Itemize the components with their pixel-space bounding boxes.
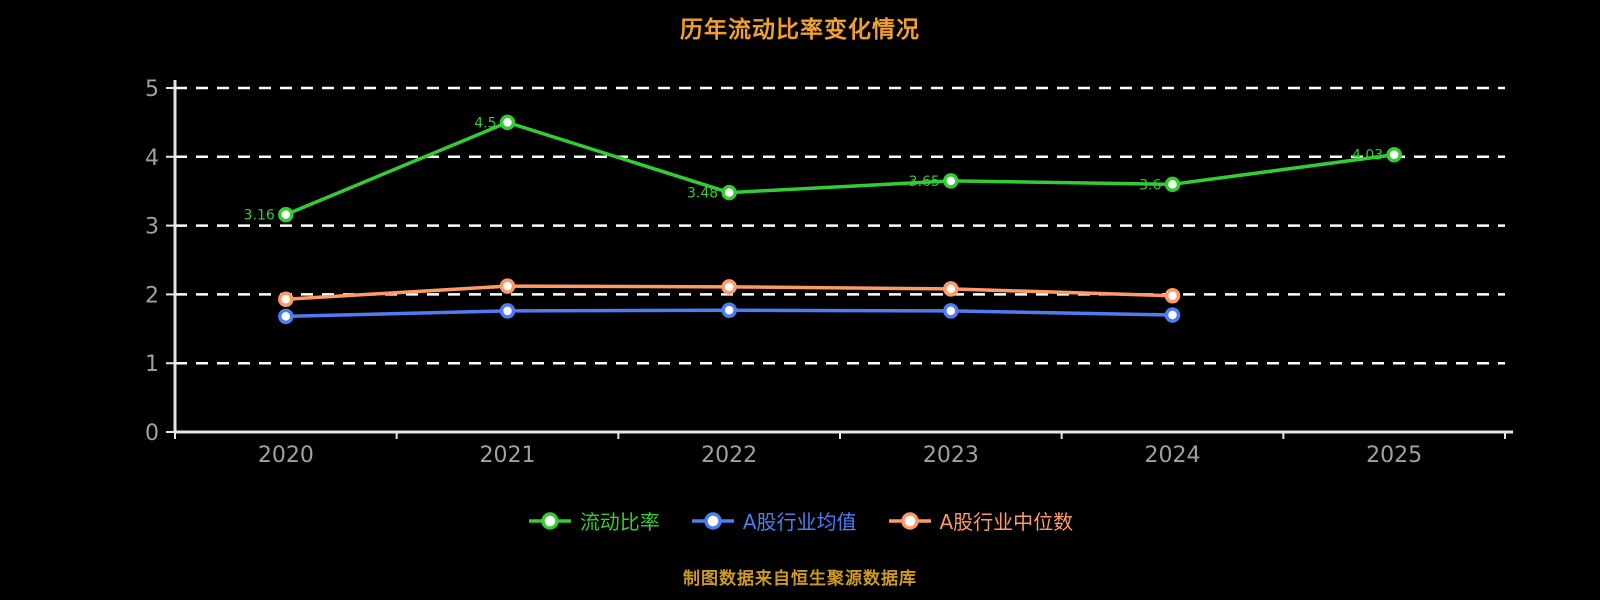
chart-legend: 流动比率 A股行业均值 A股行业中位数 <box>0 506 1600 535</box>
legend-label-A股行业中位数: A股行业中位数 <box>939 510 1074 534</box>
data-label-流动比率-2022: 3.48 <box>687 186 718 202</box>
data-label-流动比率-2021: 4.5 <box>474 115 496 131</box>
x-tick-label: 2020 <box>258 443 314 468</box>
y-tick-label: 1 <box>145 352 159 377</box>
y-tick-label: 2 <box>145 283 159 308</box>
legend-label-流动比率: 流动比率 <box>579 510 660 534</box>
legend-item-A股行业中位数[interactable]: A股行业中位数 <box>887 506 1074 535</box>
data-point-A股行业中位数-2022[interactable] <box>721 279 737 295</box>
data-point-A股行业均值-2024[interactable] <box>1164 307 1181 323</box>
data-point-流动比率-2025[interactable] <box>1386 146 1402 163</box>
legend-label-A股行业均值: A股行业均值 <box>742 510 857 534</box>
data-point-流动比率-2024[interactable] <box>1164 176 1181 193</box>
data-point-A股行业中位数-2020[interactable] <box>278 291 294 307</box>
x-tick-label: 2022 <box>701 443 757 468</box>
chart-title: 历年流动比率变化情况 <box>680 17 920 43</box>
data-point-A股行业中位数-2021[interactable] <box>499 278 516 294</box>
legend-marker-A股行业均值 <box>691 511 734 530</box>
data-point-A股行业均值-2023[interactable] <box>943 303 959 319</box>
data-label-流动比率-2023: 3.65 <box>909 174 940 190</box>
data-point-A股行业均值-2021[interactable] <box>499 303 516 319</box>
data-label-流动比率-2024: 3.6 <box>1139 177 1161 193</box>
legend-item-A股行业均值[interactable]: A股行业均值 <box>690 506 857 535</box>
x-tick-label: 2021 <box>480 443 536 468</box>
y-tick-label: 0 <box>145 421 159 446</box>
data-point-流动比率-2023[interactable] <box>943 173 959 189</box>
y-tick-label: 4 <box>145 146 159 171</box>
y-tick-label: 5 <box>145 77 159 102</box>
legend-marker-A股行业中位数 <box>888 511 931 530</box>
data-point-A股行业均值-2020[interactable] <box>278 308 294 325</box>
series-line-流动比率 <box>284 120 1396 217</box>
legend-marker-流动比率 <box>528 511 571 530</box>
data-point-流动比率-2022[interactable] <box>721 184 737 201</box>
data-point-流动比率-2021[interactable] <box>499 114 516 131</box>
legend-item-流动比率[interactable]: 流动比率 <box>527 506 660 535</box>
data-point-A股行业均值-2022[interactable] <box>721 302 737 318</box>
x-tick-label: 2023 <box>923 443 979 468</box>
data-label-流动比率-2020: 3.16 <box>244 208 275 224</box>
x-tick-label: 2025 <box>1366 443 1422 468</box>
source-note: 制图数据来自恒生聚源数据库 <box>683 569 917 589</box>
x-tick-label: 2024 <box>1145 443 1201 468</box>
data-point-流动比率-2020[interactable] <box>278 206 294 223</box>
data-point-A股行业中位数-2024[interactable] <box>1164 288 1181 304</box>
y-tick-label: 3 <box>145 215 159 240</box>
data-label-流动比率-2025: 4.03 <box>1352 148 1383 164</box>
data-point-A股行业中位数-2023[interactable] <box>943 281 959 297</box>
